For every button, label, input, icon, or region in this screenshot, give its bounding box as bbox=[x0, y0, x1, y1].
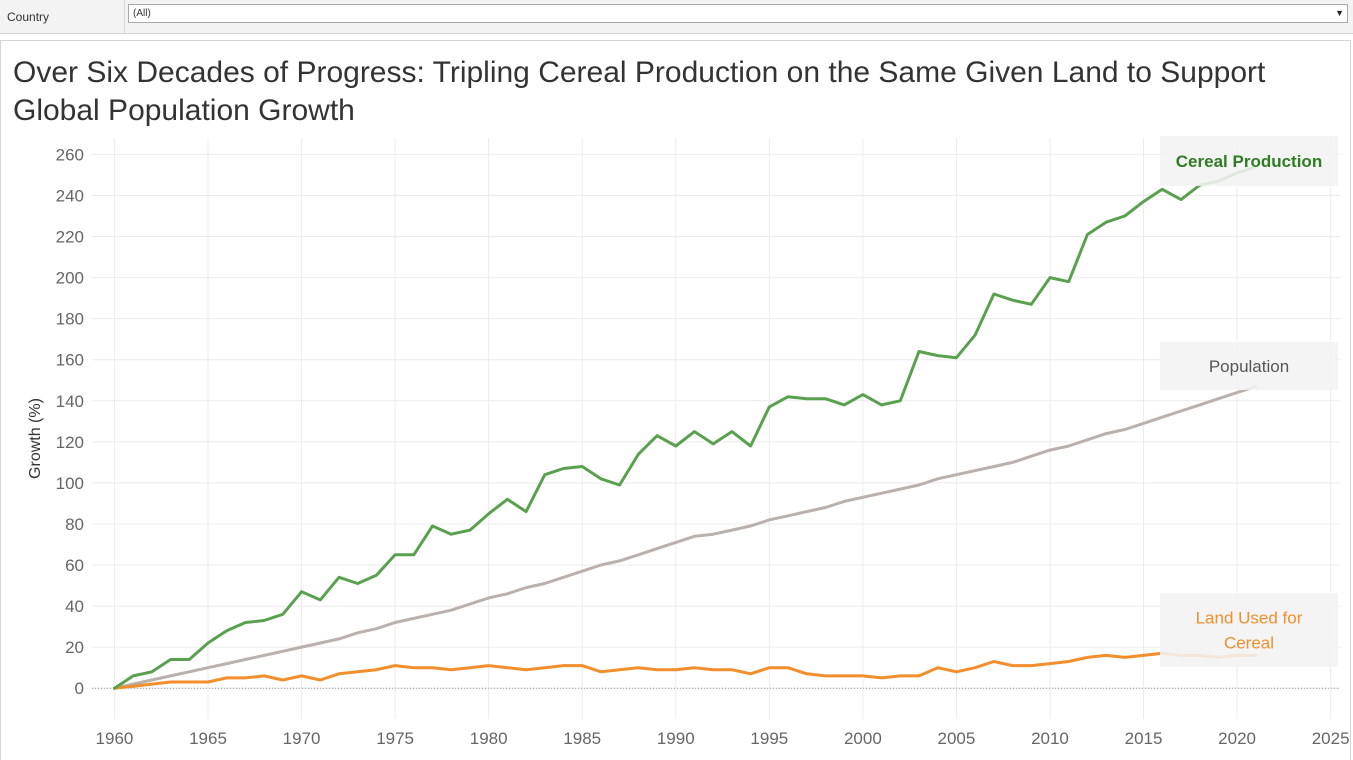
y-tick-label: 60 bbox=[65, 556, 84, 575]
series-label-box-population bbox=[1160, 342, 1338, 390]
y-tick-label: 80 bbox=[65, 515, 84, 534]
y-tick-label: 40 bbox=[65, 597, 84, 616]
x-tick-label: 2000 bbox=[844, 729, 882, 748]
filter-bar: Country (All) ▼ bbox=[0, 0, 1353, 34]
series-lines bbox=[113, 165, 1258, 690]
y-axis-title: Growth (%) bbox=[27, 398, 44, 479]
grid-lines bbox=[92, 138, 1340, 719]
y-tick-label: 240 bbox=[56, 186, 84, 205]
series-line-cereal-production[interactable] bbox=[113, 165, 1258, 690]
x-tick-label: 2025 bbox=[1312, 729, 1350, 748]
y-axis-ticks: 0 20 40 60 80 100 120 140 160 180 200 220 240 260 bbox=[56, 145, 84, 698]
series-line-population[interactable] bbox=[113, 384, 1258, 690]
series-label-box-cereal-production bbox=[1160, 136, 1338, 186]
x-tick-label: 2010 bbox=[1031, 729, 1069, 748]
series-label-land-used-for-cereal: Land Used for bbox=[1196, 609, 1303, 628]
x-tick-label: 1970 bbox=[283, 729, 321, 748]
chevron-down-icon[interactable]: ▼ bbox=[1335, 8, 1344, 18]
x-tick-label: 1990 bbox=[657, 729, 695, 748]
y-tick-label: 260 bbox=[56, 145, 84, 164]
chart-panel bbox=[0, 40, 1351, 760]
series-label-population: Population bbox=[1209, 357, 1289, 376]
x-tick-label: 2020 bbox=[1218, 729, 1256, 748]
series-label-land-used-for-cereal: Cereal bbox=[1224, 634, 1274, 653]
x-tick-label: 1960 bbox=[96, 729, 134, 748]
country-filter-dropdown[interactable]: (All) ▼ bbox=[128, 4, 1348, 23]
x-tick-label: 1980 bbox=[470, 729, 508, 748]
filter-label: Country bbox=[7, 10, 50, 24]
y-tick-label: 0 bbox=[75, 679, 84, 698]
x-axis-ticks: 1960 1965 1970 1975 1980 1985 1990 1995 2000 2005… bbox=[96, 729, 1350, 748]
x-tick-label: 2015 bbox=[1125, 729, 1163, 748]
y-tick-label: 20 bbox=[65, 638, 84, 657]
y-tick-label: 140 bbox=[56, 392, 84, 411]
y-tick-label: 220 bbox=[56, 228, 84, 247]
y-tick-label: 200 bbox=[56, 269, 84, 288]
series-labels: Cereal Production Population Land Used for… bbox=[1160, 136, 1338, 667]
filter-selected-value: (All) bbox=[133, 8, 151, 19]
series-label-box-land-used-for-cereal bbox=[1160, 593, 1338, 667]
chart-title: Over Six Decades of Progress: Tripling C… bbox=[13, 56, 1266, 127]
x-tick-label: 1975 bbox=[376, 729, 414, 748]
y-tick-label: 160 bbox=[56, 351, 84, 370]
x-tick-label: 2005 bbox=[938, 729, 976, 748]
series-line-land-used-for-cereal[interactable] bbox=[113, 651, 1258, 690]
x-tick-label: 1985 bbox=[563, 729, 601, 748]
y-tick-label: 100 bbox=[56, 474, 84, 493]
x-tick-label: 1995 bbox=[750, 729, 788, 748]
series-label-cereal-production: Cereal Production bbox=[1176, 152, 1322, 171]
filter-divider bbox=[124, 0, 125, 33]
x-tick-label: 1965 bbox=[189, 729, 227, 748]
y-tick-label: 180 bbox=[56, 310, 84, 329]
y-tick-label: 120 bbox=[56, 433, 84, 452]
